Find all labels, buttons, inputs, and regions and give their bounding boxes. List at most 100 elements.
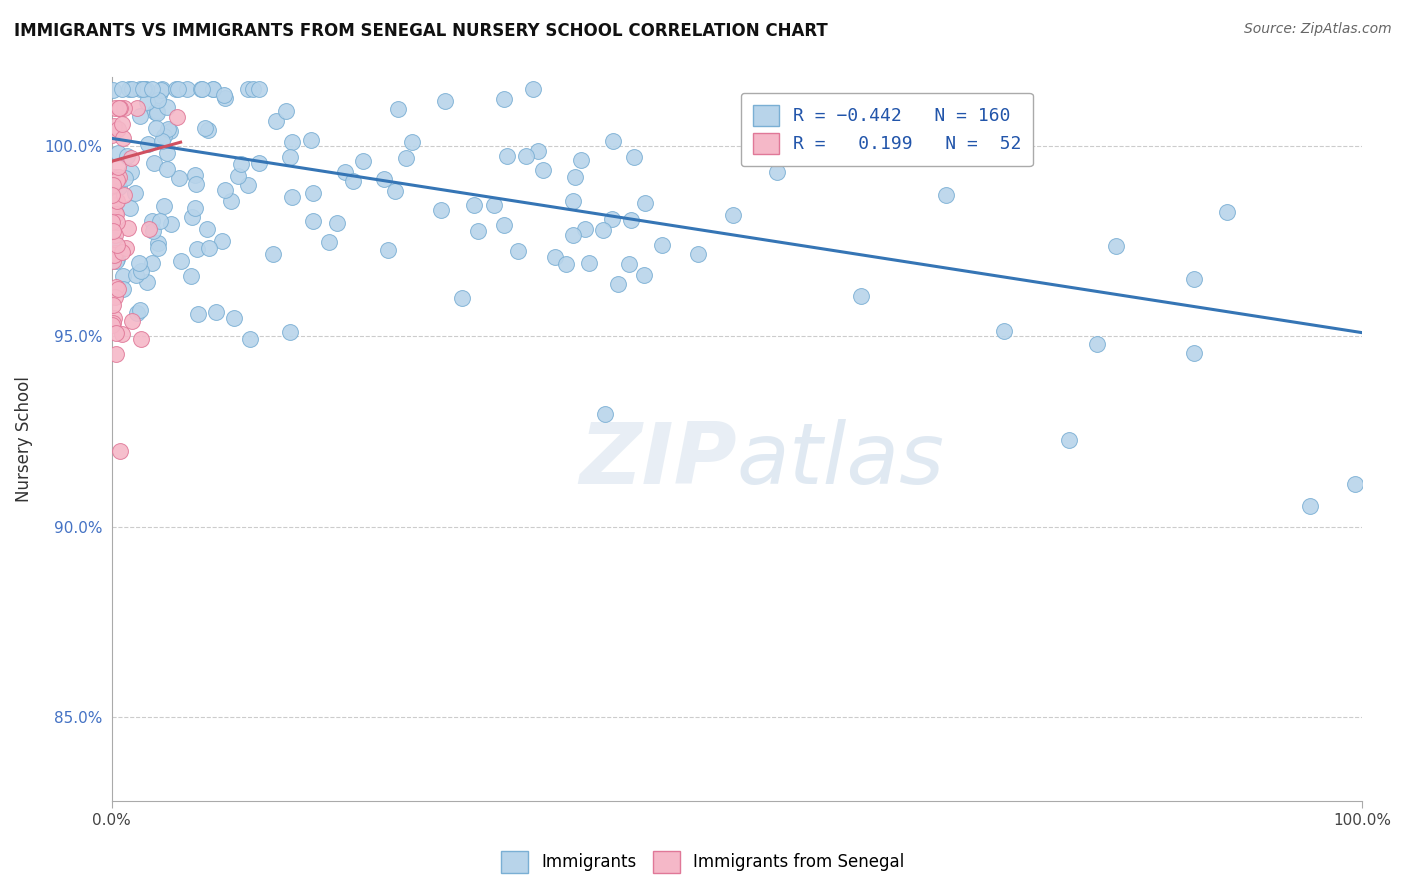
- Point: [134, 82, 156, 96]
- Point: [211, 234, 233, 248]
- Point: [149, 214, 172, 228]
- Point: [129, 109, 152, 123]
- Point: [574, 221, 596, 235]
- Point: [429, 203, 451, 218]
- Point: [111, 282, 134, 296]
- Point: [561, 228, 583, 243]
- Point: [108, 101, 131, 115]
- Point: [352, 154, 374, 169]
- Point: [104, 207, 127, 221]
- Point: [105, 238, 128, 252]
- Point: [146, 106, 169, 120]
- Point: [115, 241, 138, 255]
- Point: [239, 332, 262, 346]
- Point: [149, 83, 172, 97]
- Point: [434, 94, 457, 108]
- Point: [101, 187, 124, 202]
- Point: [105, 215, 128, 229]
- Point: [190, 82, 212, 96]
- Point: [103, 311, 125, 326]
- Point: [205, 305, 228, 319]
- Point: [141, 82, 163, 96]
- Point: [111, 326, 134, 341]
- Point: [156, 100, 179, 114]
- Point: [278, 150, 301, 164]
- Point: [401, 135, 423, 149]
- Point: [103, 169, 125, 184]
- Point: [387, 102, 409, 116]
- Point: [101, 83, 124, 97]
- Point: [1105, 239, 1128, 253]
- Point: [169, 253, 191, 268]
- Point: [222, 311, 245, 326]
- Point: [184, 168, 207, 182]
- Point: [103, 224, 125, 238]
- Point: [105, 207, 128, 221]
- Point: [117, 221, 139, 235]
- Point: [111, 117, 134, 131]
- Point: [156, 161, 179, 176]
- Point: [105, 347, 128, 361]
- Point: [146, 235, 169, 250]
- Point: [166, 111, 188, 125]
- Point: [935, 187, 957, 202]
- Point: [849, 289, 872, 303]
- Point: [278, 326, 301, 340]
- Point: [104, 101, 127, 115]
- Point: [112, 188, 135, 202]
- Point: [153, 199, 176, 213]
- Point: [129, 332, 152, 346]
- Point: [543, 250, 565, 264]
- Point: [146, 241, 169, 255]
- Point: [105, 172, 128, 186]
- Point: [120, 151, 142, 165]
- Point: [167, 82, 190, 96]
- Point: [522, 82, 544, 96]
- Point: [482, 198, 505, 212]
- Point: [142, 224, 165, 238]
- Point: [101, 298, 124, 312]
- Point: [564, 169, 586, 184]
- Point: [146, 104, 169, 119]
- Point: [531, 162, 554, 177]
- Point: [600, 211, 623, 226]
- Point: [202, 82, 225, 96]
- Point: [723, 208, 745, 222]
- Point: [108, 170, 131, 185]
- Point: [214, 91, 236, 105]
- Point: [160, 217, 183, 231]
- Point: [107, 170, 129, 185]
- Point: [236, 178, 259, 193]
- Point: [620, 212, 643, 227]
- Point: [623, 150, 645, 164]
- Point: [592, 223, 614, 237]
- Point: [281, 135, 304, 149]
- Point: [104, 326, 127, 340]
- Point: [152, 82, 174, 96]
- Point: [1299, 500, 1322, 514]
- Point: [1215, 204, 1237, 219]
- Point: [326, 216, 349, 230]
- Point: [1057, 433, 1080, 447]
- Point: [467, 224, 489, 238]
- Point: [301, 133, 323, 147]
- Point: [108, 443, 131, 458]
- Point: [129, 264, 152, 278]
- Point: [114, 101, 136, 115]
- Point: [187, 308, 209, 322]
- Point: [561, 194, 583, 209]
- Point: [156, 146, 179, 161]
- Point: [242, 82, 264, 96]
- Point: [107, 146, 129, 161]
- Point: [1182, 272, 1205, 286]
- Point: [214, 183, 236, 197]
- Point: [150, 134, 173, 148]
- Point: [125, 101, 148, 115]
- Point: [101, 316, 124, 330]
- Point: [136, 137, 159, 152]
- Point: [101, 254, 124, 268]
- Point: [165, 82, 187, 96]
- Point: [105, 252, 128, 266]
- Text: atlas: atlas: [737, 419, 945, 502]
- Point: [1182, 346, 1205, 360]
